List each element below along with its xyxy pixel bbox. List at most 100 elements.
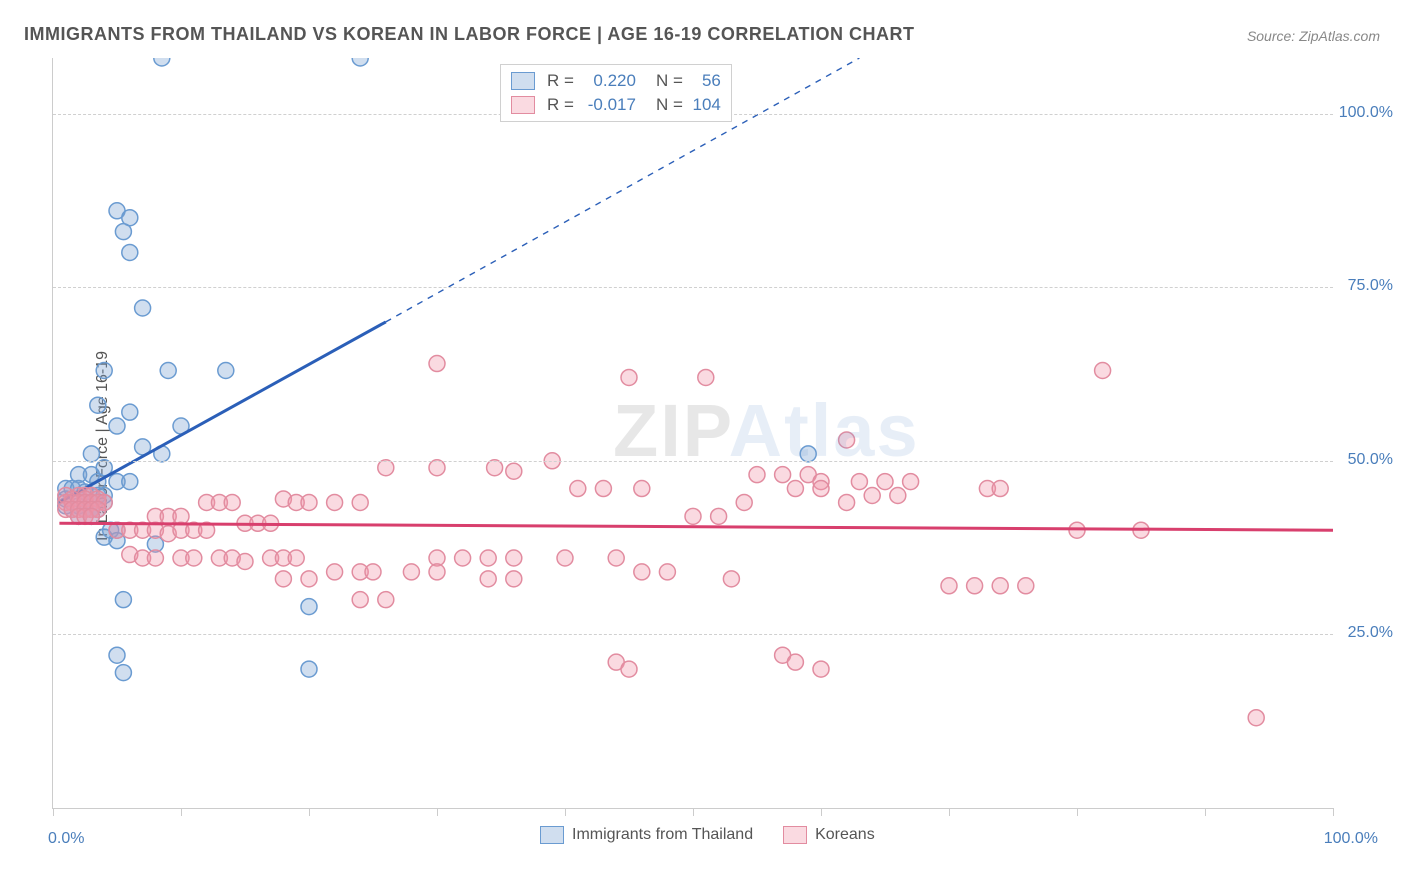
stat-label-n: N = (656, 69, 683, 93)
data-point (813, 661, 829, 677)
data-point (352, 58, 368, 66)
data-point (506, 571, 522, 587)
data-point (301, 661, 317, 677)
data-point (115, 592, 131, 608)
data-point (967, 578, 983, 594)
data-point (864, 488, 880, 504)
data-point (115, 224, 131, 240)
trend-line (59, 322, 385, 503)
legend-item: Koreans (783, 826, 875, 844)
y-tick-label: 50.0% (1348, 451, 1393, 469)
data-point (327, 494, 343, 510)
data-point (224, 494, 240, 510)
stat-value-n: 104 (691, 93, 721, 117)
x-tick (821, 808, 822, 816)
data-point (96, 363, 112, 379)
legend-item: Immigrants from Thailand (540, 826, 753, 844)
data-point (621, 661, 637, 677)
x-tick (693, 808, 694, 816)
x-tick (565, 808, 566, 816)
data-point (659, 564, 675, 580)
gridline (53, 287, 1333, 288)
gridline (53, 461, 1333, 462)
x-tick (1333, 808, 1334, 816)
x-tick (1205, 808, 1206, 816)
stat-label-r: R = (547, 93, 574, 117)
data-point (608, 550, 624, 566)
y-tick-label: 100.0% (1339, 104, 1393, 122)
data-point (877, 474, 893, 490)
data-point (685, 508, 701, 524)
data-point (186, 550, 202, 566)
data-point (570, 481, 586, 497)
data-point (749, 467, 765, 483)
data-point (775, 467, 791, 483)
data-point (1248, 710, 1264, 726)
data-point (218, 363, 234, 379)
x-tick (309, 808, 310, 816)
data-point (301, 571, 317, 587)
correlation-stats-box: R =0.220N =56R =-0.017N =104 (500, 64, 732, 122)
legend: Immigrants from Thailand Koreans (540, 826, 875, 844)
data-point (429, 356, 445, 372)
data-point (429, 460, 445, 476)
data-point (595, 481, 611, 497)
data-point (352, 494, 368, 510)
y-tick-label: 75.0% (1348, 277, 1393, 295)
data-point (800, 446, 816, 462)
data-point (839, 494, 855, 510)
x-axis-min-label: 0.0% (48, 830, 84, 848)
data-point (160, 363, 176, 379)
data-point (941, 578, 957, 594)
data-point (634, 481, 650, 497)
legend-swatch (511, 96, 535, 114)
data-point (83, 446, 99, 462)
stats-row: R =0.220N =56 (511, 69, 721, 93)
data-point (327, 564, 343, 580)
stat-value-r: -0.017 (582, 93, 636, 117)
gridline (53, 634, 1333, 635)
data-point (365, 564, 381, 580)
data-point (1018, 578, 1034, 594)
data-point (621, 369, 637, 385)
stat-value-n: 56 (691, 69, 721, 93)
data-point (135, 300, 151, 316)
legend-label: Koreans (815, 826, 875, 844)
data-point (122, 244, 138, 260)
data-point (723, 571, 739, 587)
data-point (787, 481, 803, 497)
scatter-svg (53, 58, 1333, 808)
legend-swatch (783, 826, 807, 844)
data-point (506, 463, 522, 479)
data-point (109, 647, 125, 663)
stat-label-r: R = (547, 69, 574, 93)
data-point (992, 578, 1008, 594)
legend-swatch (511, 72, 535, 90)
data-point (154, 58, 170, 66)
data-point (1095, 363, 1111, 379)
data-point (557, 550, 573, 566)
data-point (903, 474, 919, 490)
legend-label: Immigrants from Thailand (572, 826, 753, 844)
data-point (90, 397, 106, 413)
data-point (480, 571, 496, 587)
chart-title: IMMIGRANTS FROM THAILAND VS KOREAN IN LA… (24, 24, 915, 45)
data-point (992, 481, 1008, 497)
data-point (429, 564, 445, 580)
data-point (634, 564, 650, 580)
stats-row: R =-0.017N =104 (511, 93, 721, 117)
x-tick (949, 808, 950, 816)
data-point (378, 460, 394, 476)
data-point (109, 418, 125, 434)
data-point (506, 550, 522, 566)
data-point (378, 592, 394, 608)
data-point (890, 488, 906, 504)
data-point (288, 550, 304, 566)
data-point (480, 550, 496, 566)
data-point (455, 550, 471, 566)
y-tick-label: 25.0% (1348, 624, 1393, 642)
x-tick (53, 808, 54, 816)
data-point (237, 553, 253, 569)
data-point (275, 571, 291, 587)
data-point (487, 460, 503, 476)
